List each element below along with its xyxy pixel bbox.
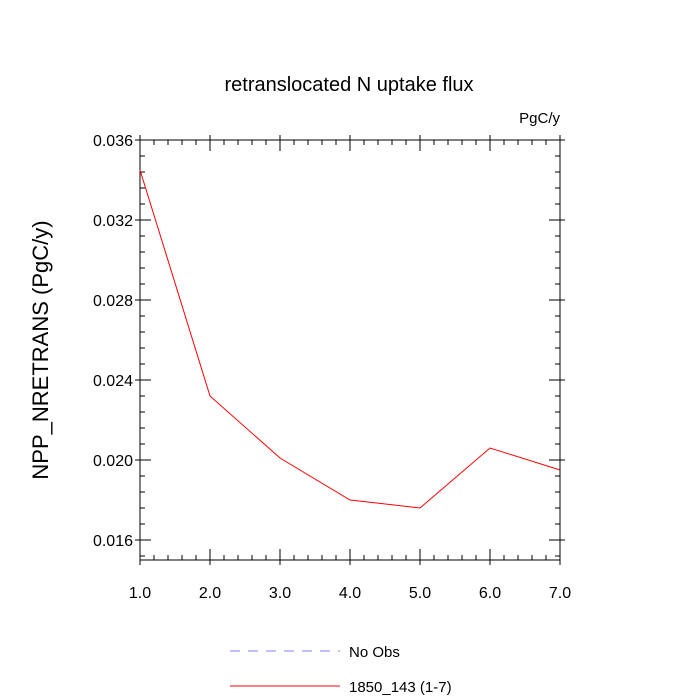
y-tick-label: 0.024 (93, 373, 133, 390)
series-lines (139, 169, 561, 509)
y-tick-label: 0.032 (93, 213, 133, 230)
x-tick-label: 3.0 (269, 585, 291, 602)
x-tick-label: 6.0 (479, 585, 501, 602)
x-tick-label: 7.0 (549, 585, 571, 602)
x-tick-label: 1.0 (129, 585, 151, 602)
y-tick-labels: 0.016 0.020 0.024 0.028 0.032 0.036 (93, 133, 133, 550)
x-tick-label: 4.0 (339, 585, 361, 602)
chart-title: retranslocated N uptake flux (224, 74, 473, 96)
series-line (139, 169, 561, 509)
y-tick-label: 0.028 (93, 293, 133, 310)
legend-label-1850-143: 1850_143 (1-7) (349, 679, 452, 696)
y-tick-label: 0.016 (93, 533, 133, 550)
y-tick-label: 0.036 (93, 133, 133, 150)
x-tick-label: 5.0 (409, 585, 431, 602)
units-label: PgC/y (519, 110, 560, 127)
plot-frame (139, 139, 561, 561)
y-tick-label: 0.020 (93, 453, 133, 470)
tick-marks (135, 135, 565, 565)
legend: No Obs 1850_143 (1-7) (230, 644, 452, 696)
legend-label-no-obs: No Obs (349, 644, 400, 661)
x-tick-labels: 1.0 2.0 3.0 4.0 5.0 6.0 7.0 (129, 585, 571, 602)
y-axis-label: NPP_NRETRANS (PgC/y) (28, 220, 53, 479)
x-tick-label: 2.0 (199, 585, 221, 602)
